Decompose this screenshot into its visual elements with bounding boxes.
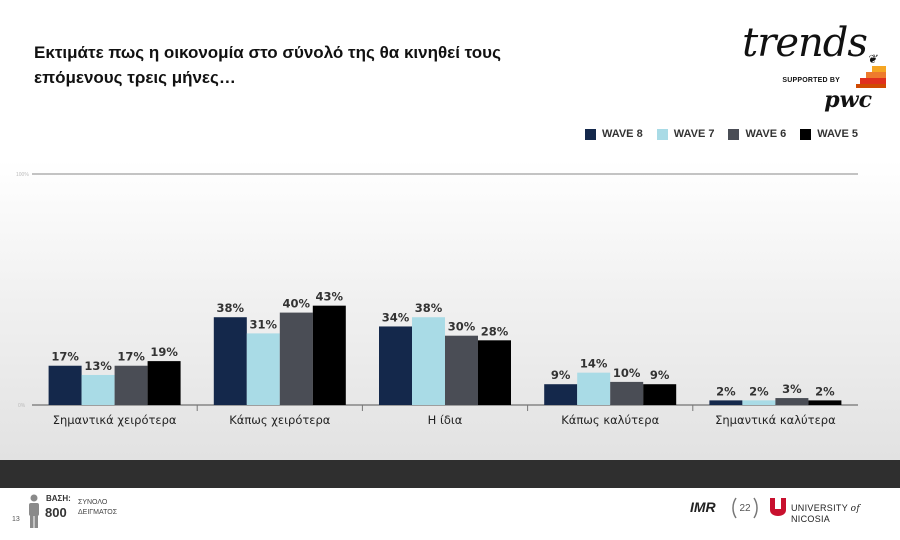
bar xyxy=(742,400,776,405)
data-label: 30% xyxy=(448,320,476,334)
data-label: 38% xyxy=(415,301,443,315)
base-value: 800 xyxy=(45,505,67,520)
legend-item-wave7: WAVE 7 xyxy=(656,128,715,140)
base-description: ΣΥΝΟΛΟ ΔΕΙΓΜΑΤΟΣ xyxy=(78,498,138,518)
data-label: 40% xyxy=(283,297,311,311)
legend-item-wave5: WAVE 5 xyxy=(800,128,858,140)
y-tick-label: 0% xyxy=(18,403,26,409)
bar xyxy=(478,340,511,405)
bar xyxy=(213,317,247,405)
data-label: 38% xyxy=(217,301,245,315)
person-icon xyxy=(29,494,39,528)
data-label: 2% xyxy=(749,384,769,398)
university-of: of xyxy=(850,504,861,514)
bar xyxy=(544,384,578,405)
legend-swatch-wave7 xyxy=(656,128,668,140)
category-label: Σημαντικά καλύτερα xyxy=(715,413,836,427)
chart-background xyxy=(0,160,900,460)
page-title: Εκτιμάτε πως η οικονομία στο σύνολό της … xyxy=(34,43,501,87)
bar xyxy=(577,372,611,405)
bar xyxy=(114,365,148,405)
y-tick-label: 100% xyxy=(16,172,29,178)
data-label: 17% xyxy=(51,350,79,364)
legend-swatch-wave8 xyxy=(584,128,596,140)
data-label: 2% xyxy=(815,384,835,398)
trends-logo: trends❦ xyxy=(742,20,877,66)
university-name: NICOSIA xyxy=(791,514,831,524)
data-label: 31% xyxy=(250,317,278,331)
base-label: ΒΑΣΗ: xyxy=(46,494,71,503)
category-label: Κάπως χειρότερα xyxy=(229,413,331,427)
data-label: 9% xyxy=(650,368,670,382)
trends-logo-text: trends xyxy=(742,20,868,66)
category-label: Σημαντικά χειρότερα xyxy=(53,413,177,427)
imr-logo: IMR xyxy=(690,499,716,515)
base-desc-line1: ΣΥΝΟΛΟ xyxy=(78,499,108,506)
chart-legend: WAVE 8 WAVE 7 WAVE 6 WAVE 5 xyxy=(584,128,858,140)
bar xyxy=(379,326,412,405)
footer-band xyxy=(0,460,900,488)
laurel-anniversary-icon: 22 xyxy=(732,497,758,519)
page-number: 13 xyxy=(12,516,20,523)
legend-label-wave7: WAVE 7 xyxy=(673,128,715,140)
university-shield-icon xyxy=(770,498,786,516)
svg-text:22: 22 xyxy=(739,503,751,514)
university-prefix: UNIVERSITY xyxy=(791,503,848,513)
bar xyxy=(48,365,82,405)
legend-label-wave8: WAVE 8 xyxy=(601,128,643,140)
legend-swatch-wave6 xyxy=(728,128,740,140)
legend-swatch-wave5 xyxy=(800,128,812,140)
data-label: 9% xyxy=(551,368,571,382)
university-logo-text: UNIVERSITY of NICOSIA xyxy=(791,503,900,524)
pwc-logo: pwc xyxy=(824,87,872,113)
data-label: 3% xyxy=(782,382,802,396)
bar xyxy=(279,312,313,405)
data-label: 28% xyxy=(481,324,509,338)
footer xyxy=(0,488,900,540)
bar xyxy=(81,374,115,405)
bar xyxy=(246,333,280,405)
data-label: 19% xyxy=(150,345,178,359)
bar xyxy=(610,381,644,405)
bar xyxy=(445,335,478,405)
bar xyxy=(312,305,346,405)
data-label: 43% xyxy=(316,290,344,304)
bar xyxy=(147,361,181,405)
bar xyxy=(709,400,743,405)
data-label: 13% xyxy=(84,359,112,373)
legend-item-wave6: WAVE 6 xyxy=(728,128,786,140)
legend-label-wave5: WAVE 5 xyxy=(817,128,858,140)
bar xyxy=(775,398,809,405)
data-label: 10% xyxy=(613,366,641,380)
flourish-icon: ❦ xyxy=(866,52,877,66)
bar xyxy=(808,400,842,405)
bar-chart: 100% 0% 17% 13% 17% 19% Σημαντικά χειρότερα 38%… xyxy=(16,172,858,427)
category-label: Η ίδια xyxy=(428,413,463,427)
legend-label-wave6: WAVE 6 xyxy=(745,128,787,140)
data-label: 17% xyxy=(117,350,145,364)
bar xyxy=(412,317,445,405)
category-label: Κάπως καλύτερα xyxy=(561,413,659,427)
data-label: 34% xyxy=(382,310,410,324)
bar xyxy=(643,384,677,405)
base-desc-line2: ΔΕΙΓΜΑΤΟΣ xyxy=(78,509,118,516)
data-label: 14% xyxy=(580,357,608,371)
supported-by-label: SUPPORTED BY xyxy=(782,77,840,84)
pwc-mark-icon xyxy=(856,66,886,88)
legend-item-wave8: WAVE 8 xyxy=(584,128,643,140)
data-label: 2% xyxy=(716,384,736,398)
